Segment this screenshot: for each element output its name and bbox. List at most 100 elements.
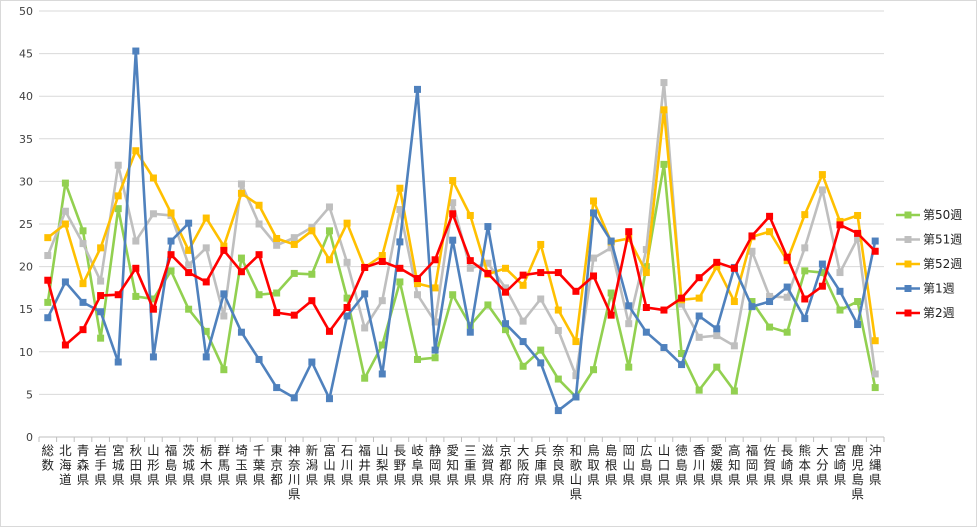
data-point bbox=[854, 211, 862, 219]
data-point bbox=[607, 237, 615, 245]
legend-marker bbox=[904, 211, 912, 219]
data-point bbox=[44, 298, 52, 306]
data-point bbox=[149, 353, 157, 361]
data-point bbox=[484, 259, 492, 267]
data-point bbox=[132, 237, 140, 245]
data-point bbox=[396, 278, 404, 286]
data-point bbox=[114, 291, 122, 299]
data-point bbox=[185, 246, 193, 254]
x-tick-label: 北海道 bbox=[59, 443, 72, 487]
data-point bbox=[343, 303, 351, 311]
data-point bbox=[44, 234, 52, 242]
x-tick-label: 岩手県 bbox=[94, 443, 107, 487]
data-point bbox=[818, 186, 826, 194]
data-point bbox=[255, 220, 263, 228]
legend-item: 第51週 bbox=[896, 233, 962, 247]
data-point bbox=[783, 328, 791, 336]
data-point bbox=[502, 284, 510, 292]
data-point bbox=[801, 267, 809, 275]
data-point bbox=[484, 223, 492, 231]
legend-item: 第52週 bbox=[896, 257, 962, 271]
data-point bbox=[185, 219, 193, 227]
data-point bbox=[713, 332, 721, 340]
x-tick-label: 滋賀県 bbox=[482, 443, 495, 487]
data-point bbox=[854, 234, 862, 242]
data-point bbox=[590, 272, 598, 280]
data-point bbox=[343, 312, 351, 320]
data-point bbox=[695, 294, 703, 302]
data-point bbox=[167, 251, 175, 259]
x-tick-label: 徳島県 bbox=[675, 443, 688, 487]
data-point bbox=[79, 280, 87, 288]
y-tick-label: 45 bbox=[19, 48, 33, 61]
x-tick-label: 香川県 bbox=[693, 443, 706, 487]
data-point bbox=[114, 192, 122, 200]
x-tick-labels: 総数北海道青森県岩手県宮城県秋田県山形県福島県茨城県栃木県群馬県埼玉県千葉県東京… bbox=[42, 443, 882, 502]
series-lines bbox=[44, 47, 879, 415]
data-point bbox=[502, 288, 510, 296]
legend-label: 第50週 bbox=[923, 208, 962, 222]
data-point bbox=[854, 321, 862, 329]
data-point bbox=[308, 358, 316, 366]
data-point bbox=[79, 240, 87, 248]
data-point bbox=[220, 366, 228, 374]
x-tick-label: 山梨県 bbox=[376, 443, 389, 487]
data-point bbox=[255, 355, 263, 363]
data-point bbox=[449, 177, 457, 185]
data-point bbox=[396, 184, 404, 192]
x-tick-label: 熊本県 bbox=[799, 443, 812, 487]
data-point bbox=[343, 258, 351, 266]
data-point bbox=[61, 341, 69, 349]
data-point bbox=[449, 236, 457, 244]
data-point bbox=[290, 234, 298, 242]
data-point bbox=[466, 257, 474, 265]
legend-label: 第1週 bbox=[923, 282, 955, 296]
series-line bbox=[47, 108, 877, 343]
data-point bbox=[502, 326, 510, 334]
data-point bbox=[783, 253, 791, 261]
data-point bbox=[607, 311, 615, 319]
data-point bbox=[695, 312, 703, 320]
data-point bbox=[325, 256, 333, 264]
data-point bbox=[871, 237, 879, 245]
data-point bbox=[431, 256, 439, 264]
data-point bbox=[149, 174, 157, 182]
data-point bbox=[554, 269, 562, 277]
data-point bbox=[766, 212, 774, 220]
data-point bbox=[660, 79, 668, 87]
data-point bbox=[413, 85, 421, 93]
data-point bbox=[836, 306, 844, 314]
legend-marker bbox=[904, 309, 912, 317]
y-tick-label: 5 bbox=[26, 388, 33, 401]
x-tick-label: 長崎県 bbox=[781, 443, 794, 487]
data-point bbox=[185, 261, 193, 269]
data-point bbox=[678, 350, 686, 358]
data-point bbox=[378, 370, 386, 378]
legend-item: 第2週 bbox=[896, 306, 955, 320]
legend-item: 第50週 bbox=[896, 208, 962, 222]
data-point bbox=[431, 318, 439, 326]
data-point bbox=[290, 394, 298, 402]
data-point bbox=[237, 180, 245, 188]
legend-label: 第51週 bbox=[923, 233, 962, 247]
data-point bbox=[167, 237, 175, 245]
x-tick-label: 新潟県 bbox=[306, 443, 319, 487]
data-point bbox=[449, 199, 457, 207]
x-tick-label: 石川県 bbox=[341, 443, 354, 487]
series-line bbox=[46, 163, 877, 399]
data-point bbox=[836, 221, 844, 229]
data-point bbox=[484, 269, 492, 277]
data-point bbox=[466, 264, 474, 272]
data-point bbox=[590, 366, 598, 374]
x-tick-label: 島根県 bbox=[605, 443, 618, 487]
data-point bbox=[730, 387, 738, 395]
data-point bbox=[167, 267, 175, 275]
data-point bbox=[97, 292, 105, 300]
x-tick-label: 京都府 bbox=[499, 443, 512, 487]
data-point bbox=[132, 147, 140, 155]
x-tick-label: 佐賀県 bbox=[763, 443, 776, 487]
data-point bbox=[255, 201, 263, 209]
data-point bbox=[413, 291, 421, 299]
